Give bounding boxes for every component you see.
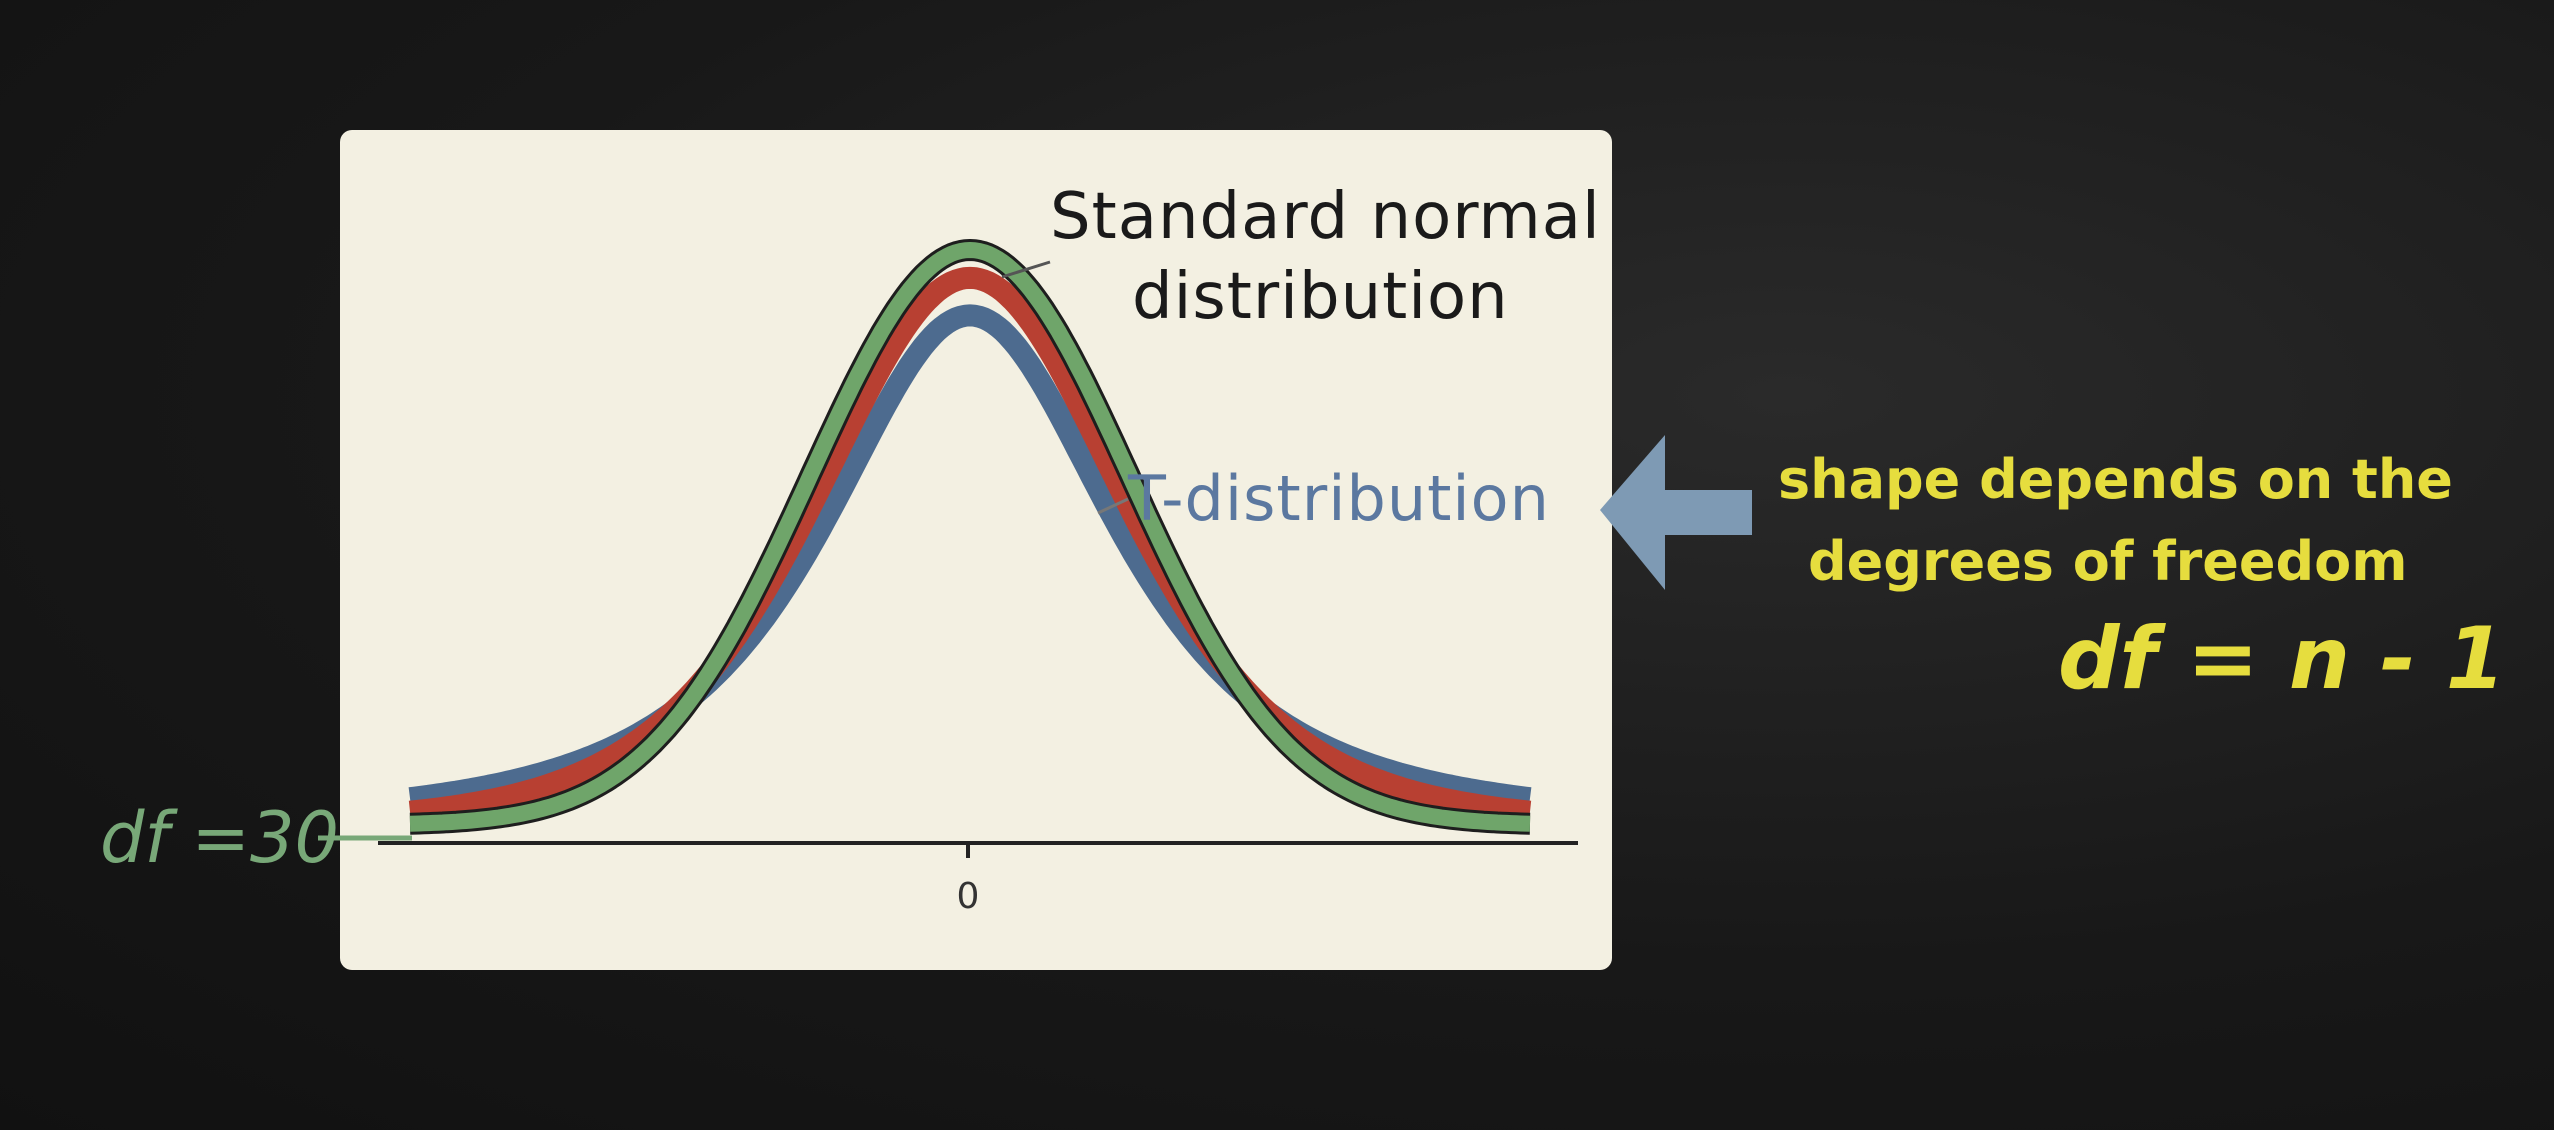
normal-label-leader: [1001, 260, 1051, 279]
side-note-line2: degrees of freedom: [1808, 530, 2408, 593]
normal-label-line1: Standard normal: [1050, 180, 1601, 254]
normal-label-line2: distribution: [1132, 260, 1509, 334]
t-label-leader: [1097, 497, 1129, 515]
t-distribution-label: T-distribution: [1127, 462, 1550, 535]
x-tick-label-zero: 0: [957, 876, 980, 917]
arrow-left-icon: [1600, 435, 1752, 590]
df-tag: df =30: [100, 797, 339, 879]
side-note-line1: shape depends on the: [1778, 448, 2453, 511]
df-formula: df = n - 1: [2058, 609, 2506, 709]
series-line-normal: [406, 242, 1534, 832]
series-line-t-1: [403, 266, 1537, 823]
curves-layer: [403, 239, 1537, 835]
